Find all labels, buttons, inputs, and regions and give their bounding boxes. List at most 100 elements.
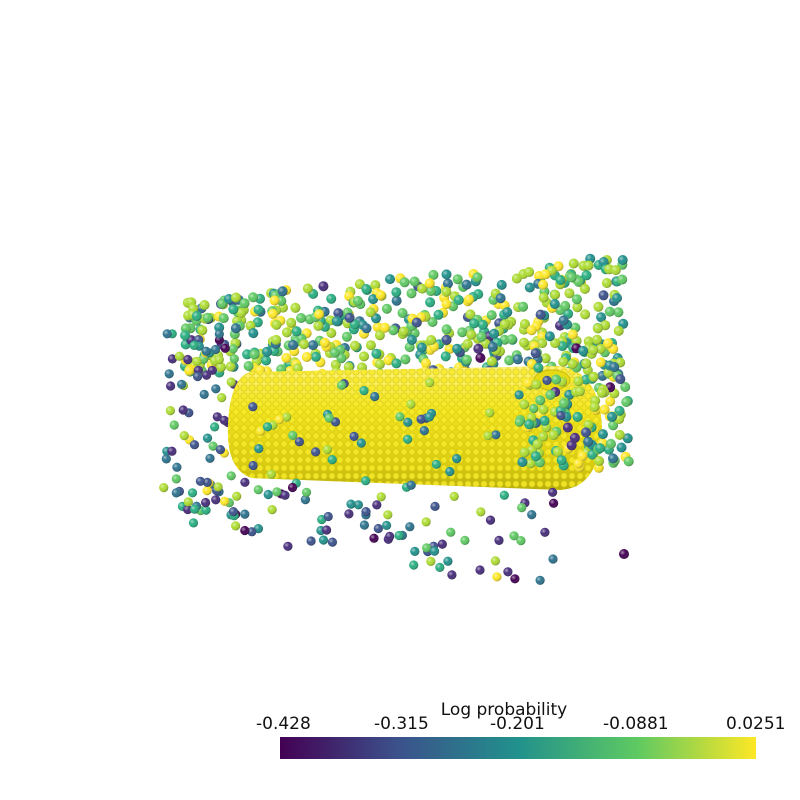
point-sphere-shading (519, 319, 530, 329)
point-sphere-shading (349, 431, 359, 441)
point-sphere-shading (598, 290, 609, 301)
point-sphere-shading (202, 312, 213, 323)
point-sphere-shading (483, 431, 493, 441)
point-sphere-shading (195, 476, 205, 486)
point-sphere-shading (558, 315, 569, 326)
point-sphere-shading (280, 490, 290, 500)
point-sphere-shading (189, 340, 199, 350)
point-sphere-shading (614, 405, 625, 416)
point-sphere-shading (174, 351, 184, 361)
point-sphere-shading (301, 352, 312, 362)
point-sphere-shading (442, 278, 453, 289)
point-sphere-shading (425, 297, 436, 308)
point-sphere-shading (595, 443, 605, 454)
point-sphere-shading (428, 269, 439, 280)
point-sphere-shading (356, 438, 366, 448)
point-sphere-shading (431, 459, 441, 469)
point-sphere-shading (417, 283, 428, 294)
point-sphere-shading (595, 343, 606, 354)
point-sphere-shading (452, 343, 463, 354)
colorbar-title: Log probability (440, 700, 568, 720)
point-sphere-shading (469, 318, 480, 329)
point-sphere-shading (310, 351, 321, 362)
point-sphere-shading (581, 270, 592, 281)
point-sphere-shading (535, 309, 546, 320)
colorbar-tick-2: -0.201 (490, 714, 545, 734)
point-sphere-shading (199, 300, 210, 310)
point-sphere-shading (391, 287, 402, 298)
point-sphere-shading (299, 339, 309, 350)
point-sphere-shading (226, 471, 236, 481)
point-sphere-shading (617, 274, 628, 285)
point-sphere-shading (452, 274, 463, 285)
point-sphere-shading (540, 527, 550, 537)
point-sphere-shading (288, 340, 299, 350)
point-sphere-shading (416, 342, 427, 353)
point-sphere-shading (623, 456, 634, 467)
point-sphere-shading (441, 286, 452, 297)
point-sphere-shading (592, 334, 603, 345)
point-sphere-shading (550, 338, 561, 349)
point-sphere-shading (460, 535, 470, 546)
point-sphere-shading (558, 356, 569, 367)
point-sphere-shading (232, 491, 242, 501)
point-sphere-shading (441, 324, 452, 335)
point-sphere-shading (441, 334, 452, 345)
point-sphere-shading (605, 438, 616, 449)
point-sphere-shading (485, 408, 495, 418)
point-sphere-shading (388, 325, 399, 336)
point-sphere-shading (548, 554, 558, 564)
point-sphere-shading (306, 536, 316, 546)
point-sphere-shading (426, 286, 436, 297)
point-sphere-shading (370, 280, 381, 291)
point-sphere-shading (271, 334, 282, 345)
point-sphere-shading (253, 304, 264, 315)
point-sphere-shading (446, 527, 456, 537)
point-sphere-shading (374, 359, 385, 370)
point-sphere-shading (403, 417, 413, 427)
point-sphere-shading (391, 358, 402, 369)
point-sphere-shading (556, 410, 566, 421)
point-sphere-shading (219, 415, 229, 425)
point-sphere-shading (594, 456, 605, 466)
point-sphere-shading (476, 331, 487, 342)
point-sphere-shading (400, 354, 411, 365)
point-sphere-shading (496, 279, 507, 290)
point-sphere-shading (552, 446, 563, 457)
point-sphere-shading (287, 482, 298, 493)
point-sphere-shading (318, 281, 329, 292)
point-sphere-shading (580, 309, 591, 320)
point-sphere-shading (573, 376, 584, 387)
point-sphere-shading (443, 556, 453, 566)
point-sphere-shading (494, 535, 504, 546)
point-sphere-shading (228, 304, 239, 315)
point-sphere-shading (538, 279, 549, 290)
point-sphere-shading (167, 354, 177, 364)
point-sphere-shading (230, 323, 241, 334)
point-sphere-shading (395, 412, 405, 422)
point-sphere-shading (215, 445, 225, 455)
point-sphere-shading (583, 419, 594, 430)
point-sphere-shading (548, 430, 559, 441)
point-sphere-shading (365, 340, 376, 351)
point-sphere-shading (410, 546, 420, 557)
point-sphere-shading (375, 290, 386, 301)
point-sphere-shading (240, 509, 250, 519)
point-sphere-shading (486, 310, 497, 321)
point-sphere-shading (583, 336, 594, 347)
point-sphere-shading (292, 363, 303, 374)
point-sphere-shading (419, 426, 429, 436)
point-sphere-shading (231, 521, 241, 531)
point-sphere-shading (300, 495, 310, 505)
point-sphere-shading (524, 267, 535, 277)
point-sphere-shading (516, 536, 526, 546)
point-sphere-shading (382, 520, 392, 531)
colorbar-gradient (280, 737, 756, 759)
point-sphere-shading (617, 255, 628, 265)
point-sphere-shading (353, 500, 363, 510)
point-sphere-shading (192, 356, 202, 366)
point-sphere-shading (566, 272, 577, 283)
point-sphere-shading (346, 499, 356, 509)
point-sphere-shading (183, 497, 193, 507)
point-sphere-shading (165, 406, 175, 416)
